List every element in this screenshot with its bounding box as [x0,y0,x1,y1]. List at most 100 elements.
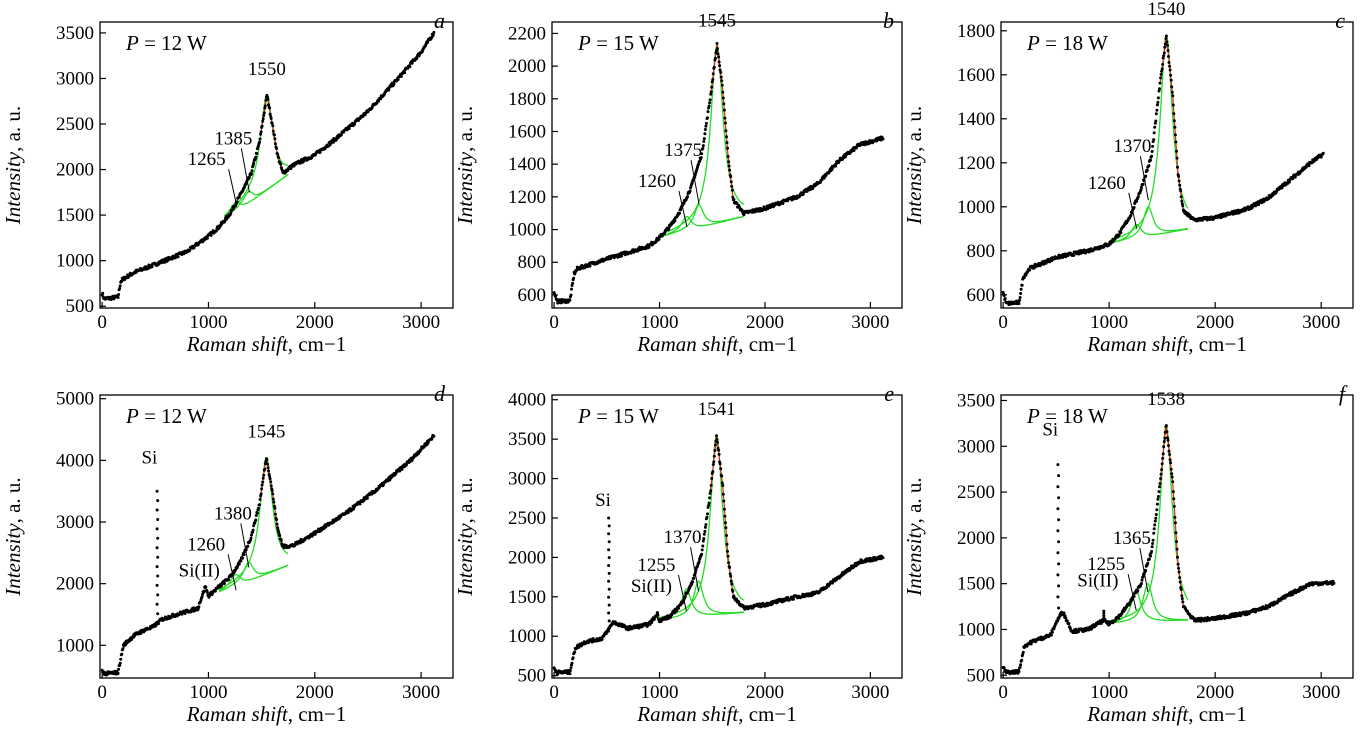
spectrum-point [1160,468,1164,472]
spectrum-point [1119,231,1123,235]
spectrum-point [719,70,723,74]
spectrum-point [222,582,226,586]
spectrum-point [205,236,209,240]
spectrum-point [1154,513,1158,516]
spectrum-point [647,245,651,249]
spectrum-point [1019,292,1023,295]
si-peak-point [1057,540,1061,544]
spectrum-point [1144,174,1148,178]
spectrum-point [278,534,282,538]
spectrum-point [1257,203,1261,207]
spectrum-point [568,669,572,672]
peak-leader-line [227,554,237,591]
spectrum-point [1166,436,1169,440]
si-peak-point [607,627,611,631]
si2-peak-point [655,611,659,615]
spectrum-point [722,499,726,503]
spectrum-point [717,55,721,59]
spectrum-point [1153,523,1157,527]
spectrum-point [569,293,573,297]
spectrum-point [1178,576,1182,580]
y-tick-label: 1200 [508,187,546,208]
y-tick-label: 2000 [957,528,995,549]
y-tick-label: 1500 [508,587,546,608]
spectrum-point [1067,622,1071,626]
spectrum-point [1156,497,1160,501]
spectrum-point [1080,627,1084,631]
spectrum-point [1173,521,1177,525]
fit-component-band [224,173,289,219]
spectrum-point [273,137,277,141]
spectrum-point [1181,204,1185,208]
y-tick-label: 4000 [56,450,94,471]
x-axis-label: Raman shift, cm−1 [1086,332,1246,356]
spectrum-point [273,512,277,516]
spectrum-point [703,128,707,131]
spectrum-point [1169,467,1173,471]
spectrum-point [725,141,729,145]
spectrum-point [200,595,204,599]
spectrum-point [339,133,343,137]
spectrum-point [1144,569,1148,573]
spectrum-point [432,434,436,438]
spectrum-point [117,293,121,296]
spectrum-point [1169,78,1173,82]
spectrum-point [1170,90,1174,94]
spectrum-point [188,248,192,252]
spectrum-point [700,152,704,156]
spectrum-point [262,114,266,117]
x-tick-label: 3000 [851,312,889,333]
spectrum-point [728,566,732,569]
spectrum-point [1140,582,1143,585]
spectrum-point [600,637,604,641]
spectrum-point [260,124,264,128]
spectrum-point [730,184,734,188]
fit-component-band [659,580,744,621]
spectrum-point [268,475,272,478]
chart-panel-d: 0 1000 2000 3000 1000 2000 3000 4000 5000 Raman s… [1,381,454,726]
spectrum-point [688,586,692,590]
spectrum-point [1166,43,1169,47]
peak-leader-line [1139,156,1149,201]
spectrum-point [1018,298,1022,302]
spectrum-point [1221,215,1225,219]
spectrum-point [725,534,728,537]
spectrum-point [677,606,680,610]
spectrum-point [715,42,719,45]
spectrum-point [1140,185,1143,189]
y-tick-label: 1000 [508,220,546,241]
spectrum-point [719,467,723,471]
si-peak-point [156,593,160,597]
plot-frame [1000,21,1354,309]
si-peak-point [155,489,159,493]
spectrum-point [707,504,711,507]
spectrum-point [718,68,722,72]
peak-label-1541: 1541 [698,399,736,420]
spectrum-point [881,556,885,560]
spectrum-point [1129,213,1133,217]
spectrum-point [256,144,260,148]
spectrum-point [717,60,721,64]
spectrum-point [1050,630,1054,634]
x-tick-label: 3000 [1302,312,1340,333]
spectrum-point [1164,37,1168,40]
spectrum-point [729,579,733,583]
spectrum-point [1150,550,1154,553]
y-tick-label: 500 [66,296,95,317]
spectrum-point [709,92,713,96]
peak-leader-line [678,190,688,228]
peak-leader-line [240,523,250,568]
spectrum-point [1172,497,1176,501]
spectrum-point [556,301,560,305]
y-tick-label: 3500 [508,429,546,450]
y-tick-label: 3000 [957,436,995,457]
chart-panel-a: 0 1000 2000 3000 500 1000 1500 2000 2500 3000 3500… [1,8,454,356]
spectrum-point [572,276,576,280]
si-peak-point [607,619,611,623]
spectrum-point [1176,165,1179,169]
spectrum-point [1167,61,1171,64]
x-axis-label: Raman shift, cm−1 [186,332,346,356]
peak-label-1385: 1385 [214,128,252,149]
spectrum-point [1168,64,1172,68]
peak-label-1538: 1538 [1147,389,1185,410]
